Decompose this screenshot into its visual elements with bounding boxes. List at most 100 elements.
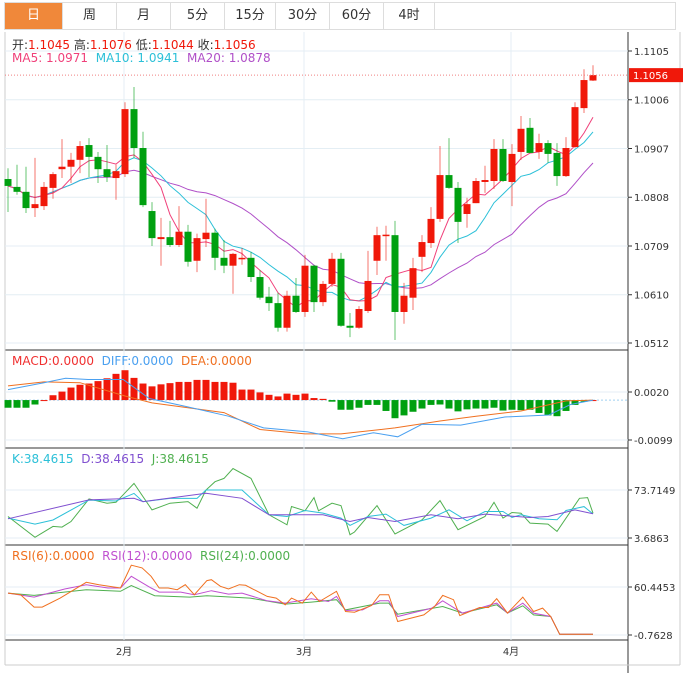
macd-bar-positive (193, 379, 201, 401)
tab-30min[interactable]: 30分 (276, 3, 330, 29)
d-line (7, 492, 594, 523)
candle-down (265, 296, 273, 304)
dea-value: DEA:0.0000 (180, 354, 252, 368)
candle-up (40, 186, 48, 207)
tab-week[interactable]: 周 (63, 3, 117, 29)
candle-up (121, 109, 129, 175)
candle-down (247, 257, 255, 278)
macd-bar-negative (418, 400, 426, 409)
macd-bar-positive (265, 394, 273, 401)
candle-up (589, 75, 597, 81)
macd-bar-positive (148, 386, 156, 401)
candle-up (571, 107, 579, 148)
candle-up (418, 242, 426, 257)
candle-down (148, 211, 156, 239)
price-tick-label: 1.0709 (634, 242, 669, 253)
macd-bar-positive (310, 398, 318, 401)
price-tick-label: 1.1105 (634, 47, 669, 58)
candle-up (229, 253, 237, 266)
macd-bar-positive (49, 395, 57, 401)
candle-down (454, 187, 462, 222)
tab-day[interactable]: 日 (5, 3, 63, 29)
candle-up (517, 128, 525, 152)
macd-bar-positive (229, 382, 237, 401)
macd-bar-negative (490, 400, 498, 408)
candle-down (139, 148, 147, 206)
macd-bar-positive (238, 389, 246, 401)
tab-5min[interactable]: 5分 (171, 3, 225, 29)
candle-down (13, 186, 21, 192)
macd-bar-positive (76, 384, 84, 401)
candle-up (58, 166, 66, 170)
macd-bar-positive (112, 373, 120, 401)
candle-down (346, 325, 354, 328)
month-label: 2月 (116, 646, 132, 658)
macd-bar-positive (175, 381, 183, 401)
candle-down (94, 156, 102, 170)
candle-down (526, 127, 534, 153)
candle-up (535, 143, 543, 152)
macd-bar-negative (391, 400, 399, 419)
macd-bar-negative (526, 400, 534, 410)
last-price-label: 1.1056 (633, 71, 668, 82)
macd-bar-negative (481, 400, 489, 409)
candle-down (22, 191, 30, 209)
macd-bar-positive (166, 383, 174, 401)
macd-bar-negative (355, 400, 363, 408)
candle-down (445, 175, 453, 188)
low-label: 低: (135, 38, 152, 52)
rsi24-value: RSI(24):0.0000 (199, 549, 291, 563)
candle-up (400, 295, 408, 312)
j-line (7, 467, 594, 538)
macd-bar-negative (508, 400, 516, 410)
ma5-line (7, 117, 594, 308)
macd-bar-negative (31, 400, 39, 405)
d-value: D:38.4615 (81, 452, 145, 466)
candle-up (490, 148, 498, 181)
macd-legend: MACD:0.0000 DIFF:0.0000 DEA:0.0000 (12, 354, 252, 368)
macd-bar-positive (301, 393, 309, 401)
macd-value: MACD:0.0000 (12, 354, 95, 368)
candle-down (337, 258, 345, 326)
candle-up (301, 265, 309, 312)
tab-month[interactable]: 月 (117, 3, 171, 29)
macd-bar-negative (445, 400, 453, 409)
candle-down (499, 148, 507, 181)
ma-legend: MA5: 1.0971 MA10: 1.0941 MA20: 1.0878 (12, 51, 271, 65)
macd-bar-negative (571, 400, 579, 405)
tab-4hour[interactable]: 4时 (384, 3, 435, 29)
macd-bar-negative (400, 400, 408, 416)
macd-bar-negative (427, 400, 435, 405)
candle-down (553, 152, 561, 177)
candle-up (373, 235, 381, 261)
macd-bar-positive (220, 381, 228, 401)
candle-down (211, 232, 219, 258)
candle-down (130, 109, 138, 149)
tab-60min[interactable]: 60分 (330, 3, 384, 29)
macd-bar-negative (346, 400, 354, 410)
rsi-tick-label: 60.4453 (634, 583, 675, 594)
ohlc-readout: 开:1.1045 高:1.1076 低:1.1044 收:1.1056 (12, 36, 256, 53)
macd-bar-positive (247, 389, 255, 401)
macd-bar-positive (211, 381, 219, 401)
macd-bar-negative (22, 400, 30, 408)
candle-up (49, 174, 57, 188)
tab-15min[interactable]: 15分 (225, 3, 276, 29)
k-value: K:38.4615 (12, 452, 74, 466)
macd-bar-negative (562, 400, 570, 411)
candle-up (382, 234, 390, 237)
diff-value: DIFF:0.0000 (101, 354, 174, 368)
macd-bar-positive (274, 396, 282, 401)
rsi-tick-label: -0.7628 (634, 631, 673, 642)
candle-up (112, 171, 120, 179)
macd-bar-negative (337, 400, 345, 410)
high-label: 高: (73, 38, 90, 52)
candle-up (508, 153, 516, 182)
macd-bar-negative (580, 400, 588, 402)
candle-up (319, 283, 327, 303)
macd-bar-negative (4, 400, 12, 408)
last-price-tag (629, 68, 683, 83)
candle-down (544, 143, 552, 154)
